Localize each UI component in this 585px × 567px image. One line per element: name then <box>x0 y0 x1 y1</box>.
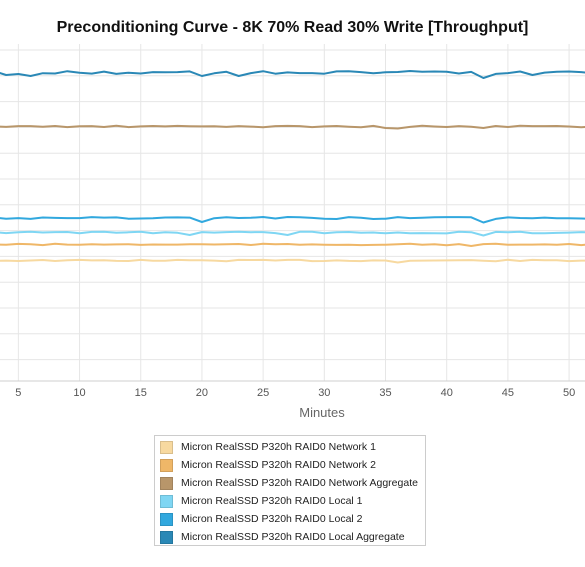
grid-lines <box>0 44 585 382</box>
legend-item[interactable]: Micron RealSSD P320h RAID0 Local 1 <box>155 492 425 510</box>
legend-label: Micron RealSSD P320h RAID0 Network Aggre… <box>181 477 418 489</box>
legend-item[interactable]: Micron RealSSD P320h RAID0 Network 2 <box>155 456 425 474</box>
series-line <box>0 124 585 130</box>
x-tick-labels: 5 10 15 20 25 30 35 40 45 50 <box>15 387 575 399</box>
x-axis-label: Minutes <box>299 405 345 420</box>
legend-label: Micron RealSSD P320h RAID0 Network 1 <box>181 441 376 453</box>
chart-legend: Micron RealSSD P320h RAID0 Network 1 Micr… <box>154 435 426 546</box>
x-tick-label: 40 <box>441 387 453 399</box>
legend-item[interactable]: Micron RealSSD P320h RAID0 Network 1 <box>155 438 425 456</box>
legend-label: Micron RealSSD P320h RAID0 Network 2 <box>181 459 376 471</box>
legend-label: Micron RealSSD P320h RAID0 Local Aggrega… <box>181 531 405 543</box>
legend-item[interactable]: Micron RealSSD P320h RAID0 Local 2 <box>155 510 425 528</box>
chart-title: Preconditioning Curve - 8K 70% Read 30% … <box>56 19 529 36</box>
legend-label: Micron RealSSD P320h RAID0 Local 2 <box>181 513 363 525</box>
x-tick-label: 5 <box>15 387 21 399</box>
series-line <box>0 230 585 237</box>
legend-swatch <box>160 512 173 526</box>
series-line <box>0 242 585 247</box>
x-tick-label: 15 <box>135 387 147 399</box>
legend-item[interactable]: Micron RealSSD P320h RAID0 Network Aggre… <box>155 474 425 492</box>
legend-swatch <box>160 440 173 454</box>
line-chart: 5 10 15 20 25 30 35 40 45 50 Minutes <box>0 44 585 420</box>
legend-item[interactable]: Micron RealSSD P320h RAID0 Local Aggrega… <box>155 528 425 546</box>
x-tick-label: 10 <box>73 387 85 399</box>
x-tick-label: 20 <box>196 387 208 399</box>
series-lines <box>0 70 585 264</box>
series-line <box>0 216 585 224</box>
legend-label: Micron RealSSD P320h RAID0 Local 1 <box>181 495 363 507</box>
x-tick-label: 35 <box>379 387 391 399</box>
x-tick-label: 25 <box>257 387 269 399</box>
series-line <box>0 70 585 79</box>
x-tick-label: 50 <box>563 387 575 399</box>
x-tick-label: 45 <box>502 387 514 399</box>
legend-swatch <box>160 530 173 544</box>
legend-swatch <box>160 476 173 490</box>
legend-swatch <box>160 494 173 508</box>
series-line <box>0 258 585 264</box>
legend-swatch <box>160 458 173 472</box>
x-tick-label: 30 <box>318 387 330 399</box>
